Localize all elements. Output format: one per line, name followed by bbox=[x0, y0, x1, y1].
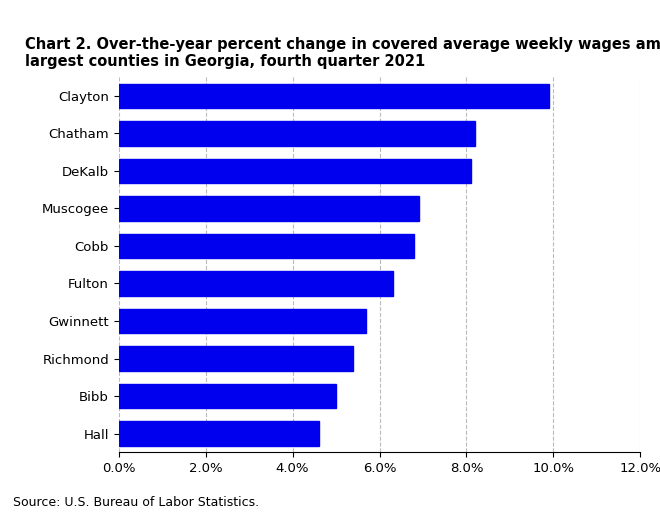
Bar bbox=[119, 346, 354, 371]
Bar bbox=[119, 159, 471, 183]
Bar bbox=[119, 196, 418, 221]
Bar bbox=[119, 121, 475, 145]
Text: Source: U.S. Bureau of Labor Statistics.: Source: U.S. Bureau of Labor Statistics. bbox=[13, 496, 259, 509]
Bar bbox=[119, 271, 393, 296]
Bar bbox=[119, 421, 319, 446]
Bar bbox=[119, 234, 414, 258]
Text: Chart 2. Over-the-year percent change in covered average weekly wages among the
: Chart 2. Over-the-year percent change in… bbox=[25, 36, 660, 69]
Bar bbox=[119, 84, 549, 108]
Bar bbox=[119, 309, 366, 333]
Bar bbox=[119, 384, 336, 408]
